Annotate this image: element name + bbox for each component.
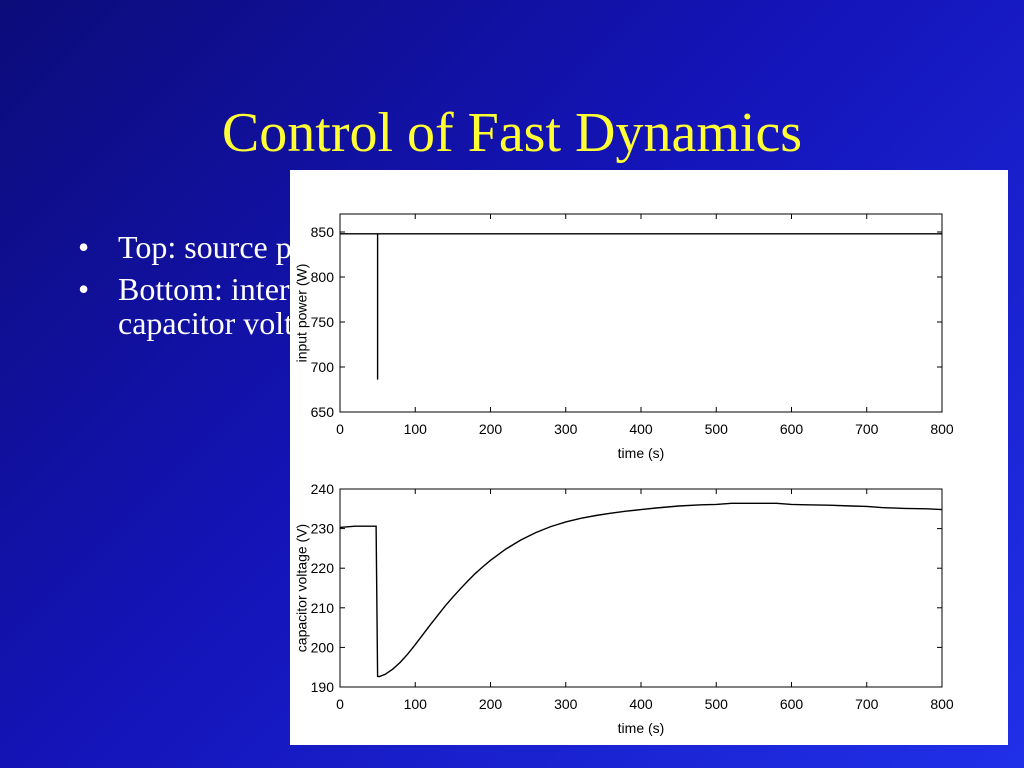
series-line bbox=[340, 233, 942, 380]
x-tick-label: 500 bbox=[705, 421, 729, 437]
bullet-marker: • bbox=[78, 229, 90, 265]
x-tick-label: 200 bbox=[479, 696, 503, 712]
x-tick-label: 100 bbox=[404, 421, 428, 437]
x-tick-label: 300 bbox=[554, 421, 578, 437]
plot-capacitor-voltage: 0 100 200 300 400 500 600 700 800 190 200 210 220 230… bbox=[293, 481, 953, 736]
y-tick-label: 190 bbox=[311, 679, 335, 695]
y-tick-label: 220 bbox=[311, 560, 335, 576]
y-tick-label: 850 bbox=[311, 224, 335, 240]
y-tick-label: 200 bbox=[311, 639, 335, 655]
x-tick-label: 700 bbox=[855, 421, 879, 437]
plots-svg: 0 100 200 300 400 500 600 700 800 650 700 750 800 850… bbox=[293, 213, 954, 736]
x-tick-label: 100 bbox=[404, 696, 428, 712]
x-tick-label: 700 bbox=[855, 696, 879, 712]
y-tick-label: 800 bbox=[311, 269, 335, 285]
y-axis-label: capacitor voltage (V) bbox=[293, 524, 309, 652]
x-tick-label: 600 bbox=[780, 421, 804, 437]
y-tick-label: 210 bbox=[311, 600, 335, 616]
x-tick-label: 600 bbox=[780, 696, 804, 712]
x-tick-label: 400 bbox=[629, 696, 653, 712]
x-tick-label: 200 bbox=[479, 421, 503, 437]
series-line bbox=[339, 502, 943, 678]
y-tick-label: 650 bbox=[311, 404, 335, 420]
x-axis-label: time (s) bbox=[618, 720, 665, 736]
x-tick-label: 800 bbox=[930, 696, 954, 712]
y-tick-label: 750 bbox=[311, 314, 335, 330]
slide-title: Control of Fast Dynamics bbox=[221, 102, 803, 164]
y-tick-label: 700 bbox=[311, 359, 335, 375]
bullet-marker: • bbox=[78, 271, 90, 307]
axes-frame bbox=[339, 213, 943, 413]
x-tick-label: 400 bbox=[629, 421, 653, 437]
x-tick-label: 300 bbox=[554, 696, 578, 712]
plot-panel: 0 100 200 300 400 500 600 700 800 650 700 750 800 850… bbox=[290, 170, 1008, 745]
x-tick-label: 0 bbox=[336, 421, 344, 437]
plot-input-power: 0 100 200 300 400 500 600 700 800 650 700 750 800 850… bbox=[293, 213, 954, 461]
y-tick-label: 230 bbox=[311, 521, 335, 537]
y-tick-label: 240 bbox=[311, 481, 335, 497]
x-axis-label: time (s) bbox=[618, 445, 665, 461]
x-tick-label: 500 bbox=[705, 696, 729, 712]
x-tick-label: 0 bbox=[336, 696, 344, 712]
axes-frame bbox=[339, 488, 943, 688]
y-axis-label: input power (W) bbox=[293, 264, 309, 363]
x-tick-label: 800 bbox=[930, 421, 954, 437]
